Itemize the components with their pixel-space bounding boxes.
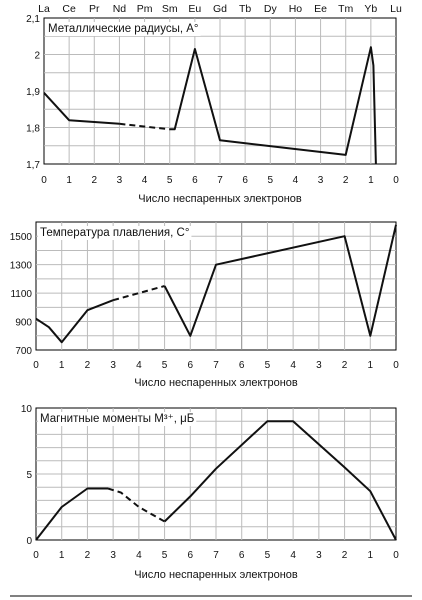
x-tick-label: 6 [188,360,194,371]
y-tick-label: 5 [26,470,32,481]
series-line-solid-2 [163,224,397,337]
element-symbol-3: Nd [113,3,127,15]
x-tick-label: 4 [136,360,142,371]
x-tick-label: 4 [142,175,148,186]
x-tick-label: 0 [41,175,47,186]
element-symbol-4: Pm [137,3,153,15]
x-axis-label: Число неспаренных электронов [134,569,298,581]
y-tick-label: 900 [15,318,32,329]
x-tick-label: 4 [290,360,296,371]
x-axis-label: Число неспаренных электронов [138,193,302,205]
x-tick-label: 6 [242,175,248,186]
x-tick-label: 1 [59,360,65,371]
y-tick-label: 2,1 [26,14,40,25]
x-tick-label: 7 [213,550,219,561]
x-tick-label: 6 [239,360,245,371]
x-tick-label: 5 [167,175,173,186]
element-symbol-12: Tm [338,3,353,15]
x-tick-label: 5 [265,550,271,561]
x-tick-label: 4 [293,175,299,186]
x-tick-label: 1 [59,550,65,561]
title-background [38,226,192,240]
element-symbol-13: Yb [364,3,377,15]
y-tick-label: 1,9 [26,87,40,98]
x-tick-label: 5 [268,175,274,186]
y-tick-label: 1,7 [26,160,40,171]
series-line-dashed [107,487,166,523]
y-tick-label: 1,8 [26,124,40,135]
y-tick-label: 0 [26,536,32,547]
element-symbol-0: La [38,3,50,15]
x-tick-label: 1 [368,550,374,561]
element-symbol-6: Eu [188,3,201,15]
x-tick-label: 6 [188,550,194,561]
element-symbol-11: Ee [314,3,327,15]
x-tick-label: 3 [117,175,123,186]
y-tick-label: 1100 [10,289,32,300]
x-tick-label: 3 [316,550,322,561]
element-symbol-14: Lu [390,3,402,15]
element-symbol-9: Dy [264,3,278,15]
x-tick-label: 3 [318,175,324,186]
x-tick-label: 5 [162,360,168,371]
y-tick-label: 700 [15,346,32,357]
x-axis-label: Число неспаренных электронов [134,377,298,389]
chart-title: Металлические радиусы, A° [48,23,199,35]
x-tick-label: 4 [290,550,296,561]
element-symbol-10: Ho [289,3,303,15]
x-tick-label: 5 [265,360,271,371]
x-tick-label: 2 [85,550,91,561]
x-tick-label: 1 [66,175,72,186]
x-tick-label: 0 [393,550,399,561]
metallic-radii-chart: 1,7 1,8 1,9 2 2,1 0 1 2 3 4 5 6 7 6 5 4 3 2 1 0 Число неспар… [26,14,399,205]
x-tick-label: 2 [342,360,348,371]
series-line-solid-2 [169,46,377,165]
x-tick-label: 3 [110,550,116,561]
x-tick-label: 2 [342,550,348,561]
x-tick-label: 2 [343,175,349,186]
x-tick-label: 6 [192,175,198,186]
y-tick-label: 10 [21,404,33,415]
x-tick-label: 0 [393,360,399,371]
x-tick-label: 6 [239,550,245,561]
x-tick-label: 1 [368,360,374,371]
element-symbol-1: Ce [62,3,76,15]
element-symbol-row: La Ce Pr Nd Pm Sm Eu Gd Tb Dy Ho Ee Tm Yb Lu [38,3,402,15]
series-line-dashed [112,285,165,302]
chart-title: Магнитные моменты M³⁺, μБ [40,413,194,425]
series-line-solid-1 [35,299,114,344]
x-tick-label: 2 [92,175,98,186]
x-tick-label: 5 [162,550,168,561]
x-tick-label: 0 [393,175,399,186]
series-line-dashed [119,122,170,131]
x-tick-label: 7 [213,360,219,371]
series-line-solid-1 [43,92,120,125]
x-tick-label: 4 [136,550,142,561]
x-tick-label: 7 [217,175,223,186]
element-symbol-8: Tb [239,3,251,15]
title-background [46,22,201,36]
series-line-solid-2 [163,420,397,541]
element-symbol-2: Pr [89,3,100,15]
y-tick-label: 2 [34,51,40,62]
element-symbol-7: Gd [213,3,227,15]
x-tick-label: 3 [316,360,322,371]
y-tick-label: 1500 [10,232,33,243]
chart-title: Температура плавления, C° [40,227,189,239]
series-line-solid-1 [35,487,108,541]
y-tick-label: 1300 [10,261,33,272]
melting-point-chart: 700 900 1100 1300 1500 0 1 2 3 4 5 6 7 6 5 4 3 2 1 0 Число н… [10,221,399,389]
x-tick-label: 0 [33,360,39,371]
x-tick-label: 2 [85,360,91,371]
x-tick-label: 1 [368,175,374,186]
x-tick-label: 0 [33,550,39,561]
title-background [38,412,197,426]
x-tick-label: 3 [110,360,116,371]
element-symbol-5: Sm [162,3,178,15]
